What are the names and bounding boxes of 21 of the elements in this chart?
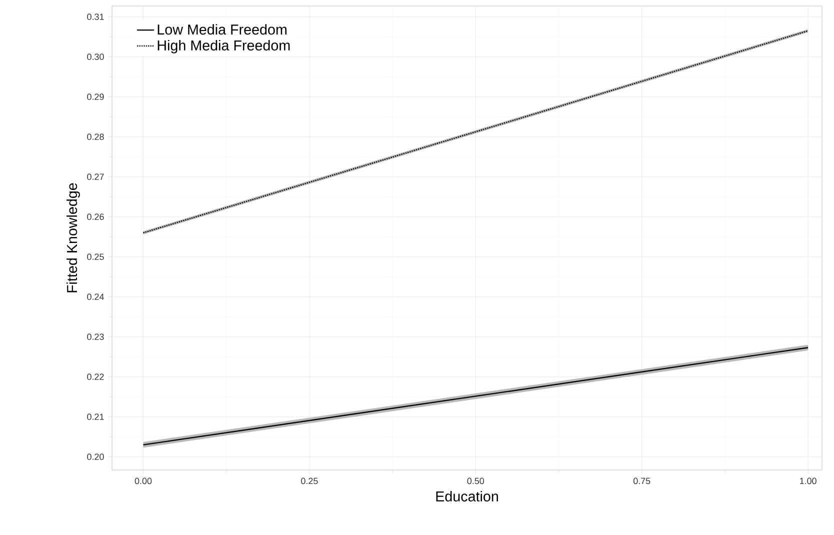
legend-label: Low Media Freedom	[158, 24, 286, 35]
x-tick-label: 0.00	[134, 478, 152, 484]
y-tick-label: 0.27	[87, 174, 104, 180]
legend-label: High Media Freedom	[158, 40, 290, 54]
x-tick-label: 0.25	[301, 478, 318, 484]
y-tick-label: 0.29	[87, 94, 104, 100]
y-tick-label: 0.26	[87, 214, 104, 220]
y-tick-label: 0.22	[87, 374, 104, 380]
x-tick-label: 0.50	[467, 478, 484, 484]
y-tick-label: 0.25	[87, 254, 104, 260]
y-tick-label: 0.31	[87, 14, 104, 20]
y-tick-label: 0.30	[87, 54, 104, 60]
y-tick-label: 0.20	[87, 454, 104, 460]
y-tick-label: 0.21	[87, 414, 104, 420]
x-tick-label: 0.75	[633, 478, 650, 484]
y-tick-label: 0.28	[87, 134, 104, 140]
y-axis-title: Fitted Knowledge	[66, 183, 80, 292]
x-axis-title: Education	[436, 490, 498, 502]
y-tick-label: 0.24	[87, 294, 104, 300]
y-tick-label: 0.23	[87, 334, 104, 340]
x-tick-label: 1.00	[800, 478, 816, 484]
